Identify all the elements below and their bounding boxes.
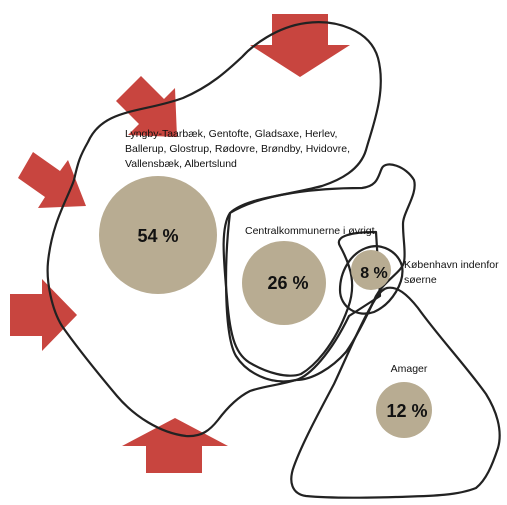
central-share-bubble [242,241,326,325]
outer-region-label: Lyngby-Taarbæk, Gentofte, Gladsaxe, Herl… [125,128,353,170]
amager-region-label: Amager [391,363,428,375]
amager-region-outline [290,286,501,499]
outer-region-label-line: Ballerup, Glostrup, Rødovre, Brøndby, Hv… [125,143,350,155]
amager-share-bubble [376,382,432,438]
outer-share-value: 54 % [137,226,178,246]
central-share-value: 26 % [267,273,308,293]
arrow-bottom [122,418,228,473]
inner-city-region-outline [338,245,404,315]
amager-share-value: 12 % [386,401,427,421]
inner-city-share-bubble [351,250,391,290]
inner-city-share-value: 8 % [360,265,388,282]
central-region-outline [224,163,416,383]
outer-region-outline [46,21,382,438]
arrow-left-middle [10,279,77,351]
inner-city-label-line: København indenfor [404,259,499,271]
inner-city-label-line: søerne [404,274,437,286]
arrow-top [250,14,350,77]
central-region-label: Centralkommunerne i øvrigt [245,225,375,237]
arrow-left-upper [18,152,86,208]
outer-region-label-line: Lyngby-Taarbæk, Gentofte, Gladsaxe, Herl… [125,128,337,140]
outer-share-bubble [99,176,217,294]
arrow-upper-left [116,76,177,137]
inner-city-region-label: København indenfor søerne [404,259,502,286]
outer-region-label-line: Vallensbæk, Albertslund [125,158,237,170]
